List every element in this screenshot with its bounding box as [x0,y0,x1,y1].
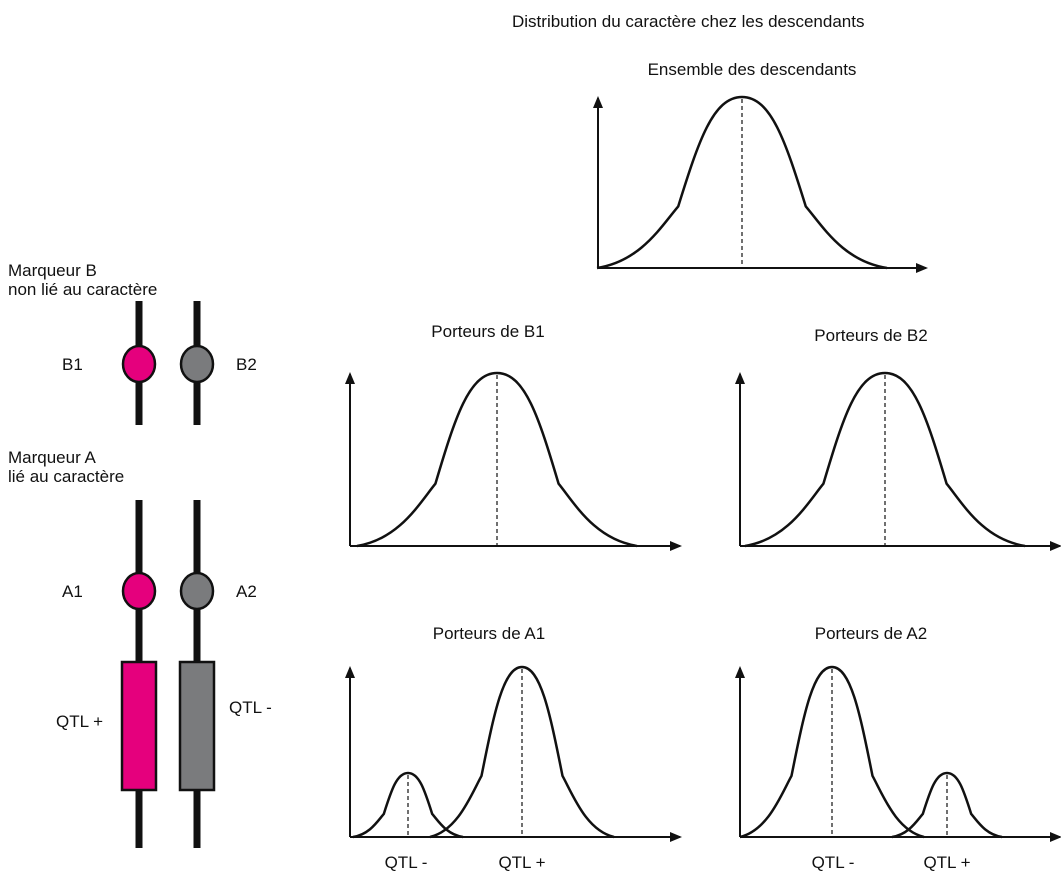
distribution-all-offspring [593,95,928,273]
qtl-minus-label: QTL - [229,698,272,717]
distribution-b2-carriers [735,371,1061,551]
distribution-b1-carriers [345,371,682,551]
allele-a1-dot [121,571,157,611]
b2-curve [744,371,1026,548]
a1-peak-qtl-plus-label: QTL + [498,853,546,872]
b1-curve [356,371,638,548]
panel-a2-title: Porteurs de A2 [814,624,928,643]
allele-b1-label: B1 [62,355,83,374]
allele-b1-dot [121,344,157,384]
marker-b-chromosomes [121,301,215,425]
qtl-plus-block [120,660,158,792]
qtl-minus-block [178,660,216,792]
panel-b2-title: Porteurs de B2 [814,326,928,345]
panel-b1-title: Porteurs de B1 [431,322,545,341]
allele-b2-dot [179,344,215,384]
marker-b-subtitle: non lié au caractère [8,280,158,299]
marker-a-subtitle: lié au caractère [8,467,125,486]
figure-title: Distribution du caractère chez les desce… [512,12,865,31]
a1-large-curve [429,665,615,839]
distribution-a1-carriers [345,665,682,842]
a2-small-curve [891,771,1003,839]
all-curve [596,95,888,270]
panel-all-title: Ensemble des descendants [647,60,857,79]
a2-peak-qtl-minus-label: QTL - [811,853,855,872]
marker-a-title: Marqueur A [8,448,96,467]
allele-a1-label: A1 [62,582,83,601]
distribution-a2-carriers [735,665,1061,842]
a2-large-curve [739,665,925,839]
marker-a-chromosomes [120,500,216,848]
a2-peak-qtl-plus-label: QTL + [923,853,971,872]
allele-a2-dot [179,571,215,611]
a1-small-curve [352,771,464,839]
a1-peak-qtl-minus-label: QTL - [384,853,428,872]
allele-a2-label: A2 [236,582,257,601]
allele-b2-label: B2 [236,355,257,374]
marker-b-title: Marqueur B [8,261,97,280]
qtl-plus-label: QTL + [56,712,104,731]
panel-a1-title: Porteurs de A1 [432,624,546,643]
